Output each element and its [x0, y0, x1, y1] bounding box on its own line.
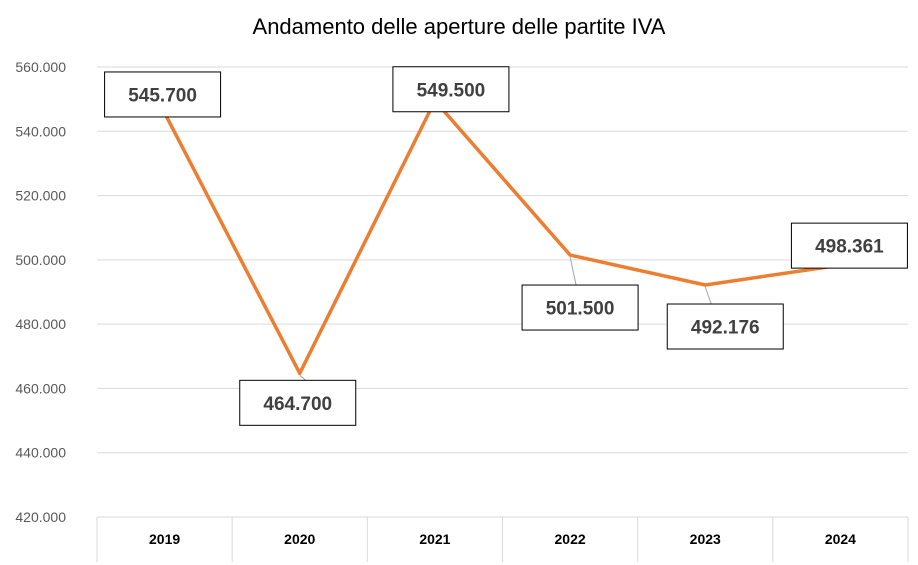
data-point: [568, 253, 572, 257]
x-tick-label: 2021: [419, 531, 450, 547]
data-label: 501.500: [546, 299, 615, 320]
data-label: 498.361: [815, 237, 884, 258]
data-label-box: [666, 303, 784, 350]
data-label: 464.700: [263, 394, 332, 415]
y-tick-label: 460.000: [15, 380, 66, 396]
chart-title: Andamento delle aperture delle partite I…: [252, 14, 666, 39]
data-label-box: [104, 71, 222, 118]
y-tick-label: 500.000: [15, 252, 66, 268]
y-tick-label: 520.000: [15, 188, 66, 204]
data-label-box: [239, 379, 357, 426]
data-label-box: [790, 222, 908, 269]
leader-line: [299, 374, 307, 381]
x-tick-label: 2022: [555, 531, 586, 547]
y-tick-label: 540.000: [15, 123, 66, 139]
data-label: 545.700: [128, 85, 197, 106]
y-tick-label: 440.000: [15, 445, 66, 461]
data-label: 492.176: [691, 318, 760, 339]
data-point: [298, 371, 302, 375]
series-line: [162, 99, 843, 376]
x-tick-label: 2020: [284, 531, 315, 547]
x-tick-label: 2019: [149, 531, 180, 547]
data-point: [703, 283, 707, 287]
x-tick-label: 2023: [690, 531, 721, 547]
data-label-box: [392, 66, 510, 113]
data-label-box: [521, 284, 639, 331]
y-tick-label: 420.000: [15, 509, 66, 525]
leader-line: [704, 286, 712, 305]
leader-line: [569, 256, 577, 286]
data-label: 549.500: [417, 80, 486, 101]
y-tick-label: 560.000: [15, 59, 66, 75]
y-tick-label: 480.000: [15, 316, 66, 332]
x-tick-label: 2024: [825, 531, 856, 547]
